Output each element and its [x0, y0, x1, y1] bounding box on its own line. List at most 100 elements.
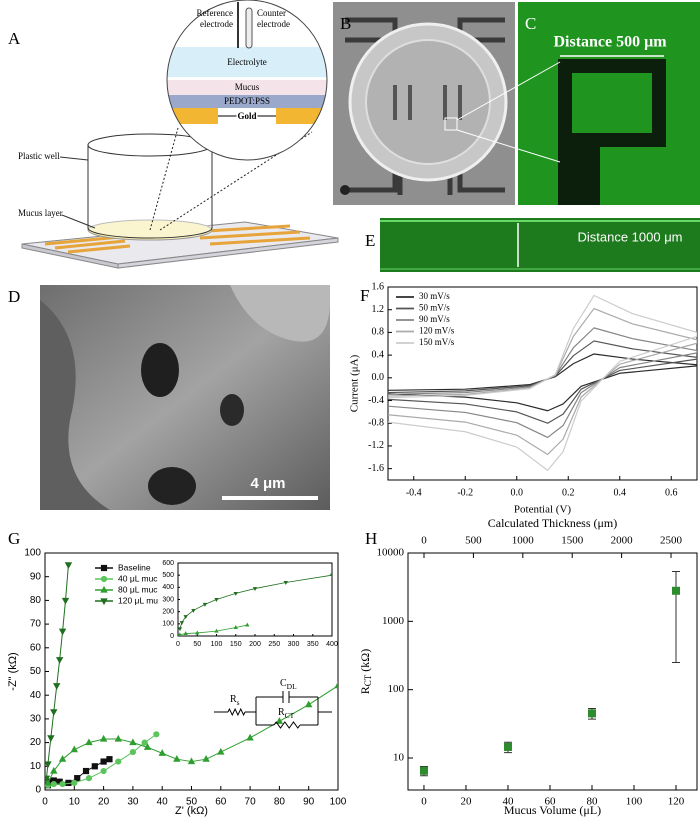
marker: [214, 598, 219, 602]
y-tick-label: 600: [162, 560, 174, 567]
x-tick-label: 0.2: [562, 487, 575, 498]
panel-b: B: [333, 2, 515, 205]
panel-a: A Plastic well Mucus layer Refe: [8, 0, 339, 269]
panel-label: A: [8, 29, 21, 48]
x-tick-label: 350: [307, 641, 319, 648]
y-tick-label: 200: [162, 609, 174, 616]
capacitor: [282, 691, 290, 703]
panel-e: Distance 1000 μm E: [365, 218, 700, 272]
panel-label: B: [340, 14, 351, 33]
pore: [141, 343, 179, 397]
zoom-line: [456, 61, 561, 121]
resistor: [273, 721, 301, 729]
scale-bar-label: 4 μm: [250, 475, 285, 492]
marker: [114, 734, 122, 742]
circuit-label-part: s: [237, 698, 240, 707]
fluorescence-image: [518, 2, 700, 205]
x2-tick-label: 500: [465, 535, 482, 547]
marker: [106, 756, 113, 763]
x-tick-label: 70: [245, 797, 257, 808]
pore: [220, 394, 244, 426]
circuit-wire: [214, 696, 332, 726]
chip-edge: [117, 237, 339, 269]
x-tick-label: 40: [502, 796, 514, 808]
x-tick-label: 20: [98, 797, 110, 808]
y-tick-label: 100: [388, 683, 405, 695]
y-tick-label: 40: [30, 690, 42, 701]
well-inner: [365, 39, 491, 165]
circuit-label-part: C: [280, 678, 287, 689]
x-tick-label: 0: [421, 796, 427, 808]
x-tick-label: 80: [274, 797, 286, 808]
zoom-box: [444, 117, 458, 131]
marker: [671, 586, 680, 595]
series-line: [47, 733, 157, 786]
marker: [252, 587, 258, 592]
sem-texture: [40, 300, 110, 510]
y-axis-title: -Z" (kΩ): [7, 652, 19, 690]
series-line: [45, 564, 69, 779]
marker: [115, 758, 122, 765]
chart-g: 0 10 20 30 40 50 60 70 80 90 100 0 10 20 30 40 50 60 70 80 9…: [7, 529, 347, 817]
x-tick-label: -0.4: [406, 487, 422, 498]
circuit-label: RCT: [278, 707, 295, 719]
marker: [195, 630, 200, 635]
marker: [143, 743, 152, 750]
y-tick-label: 60: [30, 642, 42, 653]
x2-axis-title: Calculated Thickness (μm): [488, 516, 618, 530]
x-tick-label: 60: [544, 796, 556, 808]
legend-label: Baseline: [118, 562, 151, 572]
plot-area: [388, 294, 697, 471]
circuit-label: CDL: [280, 678, 297, 690]
x-axis-title: Z' (kΩ): [175, 805, 208, 817]
pointer: [61, 214, 96, 229]
legend-label: 30 mV/s: [419, 291, 450, 301]
marker: [179, 621, 185, 626]
fluorescence-strip: [380, 218, 700, 272]
x2-tick-label: 2000: [611, 535, 634, 547]
x-tick-label: 10: [69, 797, 81, 808]
resistor: [227, 707, 246, 717]
marker: [100, 598, 108, 606]
marker: [50, 709, 58, 716]
panel-label: E: [365, 231, 375, 250]
y-tick-label: -1.2: [368, 440, 384, 451]
zoom-line: [149, 127, 179, 231]
annotation: Reference: [197, 8, 233, 18]
panel-c: Distance 500 μm C: [456, 2, 700, 205]
zoom-outline: [166, 0, 328, 161]
gold-pad: [167, 108, 218, 124]
circuit-label: Rs: [230, 694, 240, 706]
pedot-band: [167, 95, 327, 108]
plot-area: [45, 562, 338, 789]
marker: [45, 775, 51, 783]
y-tick-label: 1.2: [372, 304, 385, 315]
marker: [183, 631, 188, 636]
x-tick-label: 60: [215, 797, 227, 808]
x-tick-label: 300: [288, 641, 300, 648]
plastic-well: [87, 145, 213, 239]
x-axis-title: Mucus Volume (μL): [504, 803, 601, 817]
electrode-lead: [558, 140, 600, 205]
marker: [71, 779, 78, 786]
plot-area: [419, 571, 680, 777]
circuit-label-part: CT: [285, 711, 295, 720]
pointer: [59, 156, 89, 161]
y-axis-title: RCT (kΩ): [358, 649, 373, 694]
marker: [70, 745, 79, 753]
y-tick-label: 20: [30, 737, 42, 748]
y-tick-label: 1000: [382, 615, 405, 627]
x-tick-label: 0.6: [665, 487, 678, 498]
plot-frame: [407, 552, 698, 791]
marker: [45, 761, 52, 769]
marker: [202, 602, 208, 607]
layer-label: Mucus: [235, 82, 260, 92]
marker: [100, 585, 108, 593]
counter-electrode: [245, 7, 253, 49]
marker: [50, 780, 57, 788]
y-tick-label: 0.4: [372, 349, 385, 360]
marker: [100, 758, 107, 765]
x-tick-label: 200: [249, 641, 261, 648]
marker: [91, 763, 98, 770]
marker: [245, 622, 250, 627]
